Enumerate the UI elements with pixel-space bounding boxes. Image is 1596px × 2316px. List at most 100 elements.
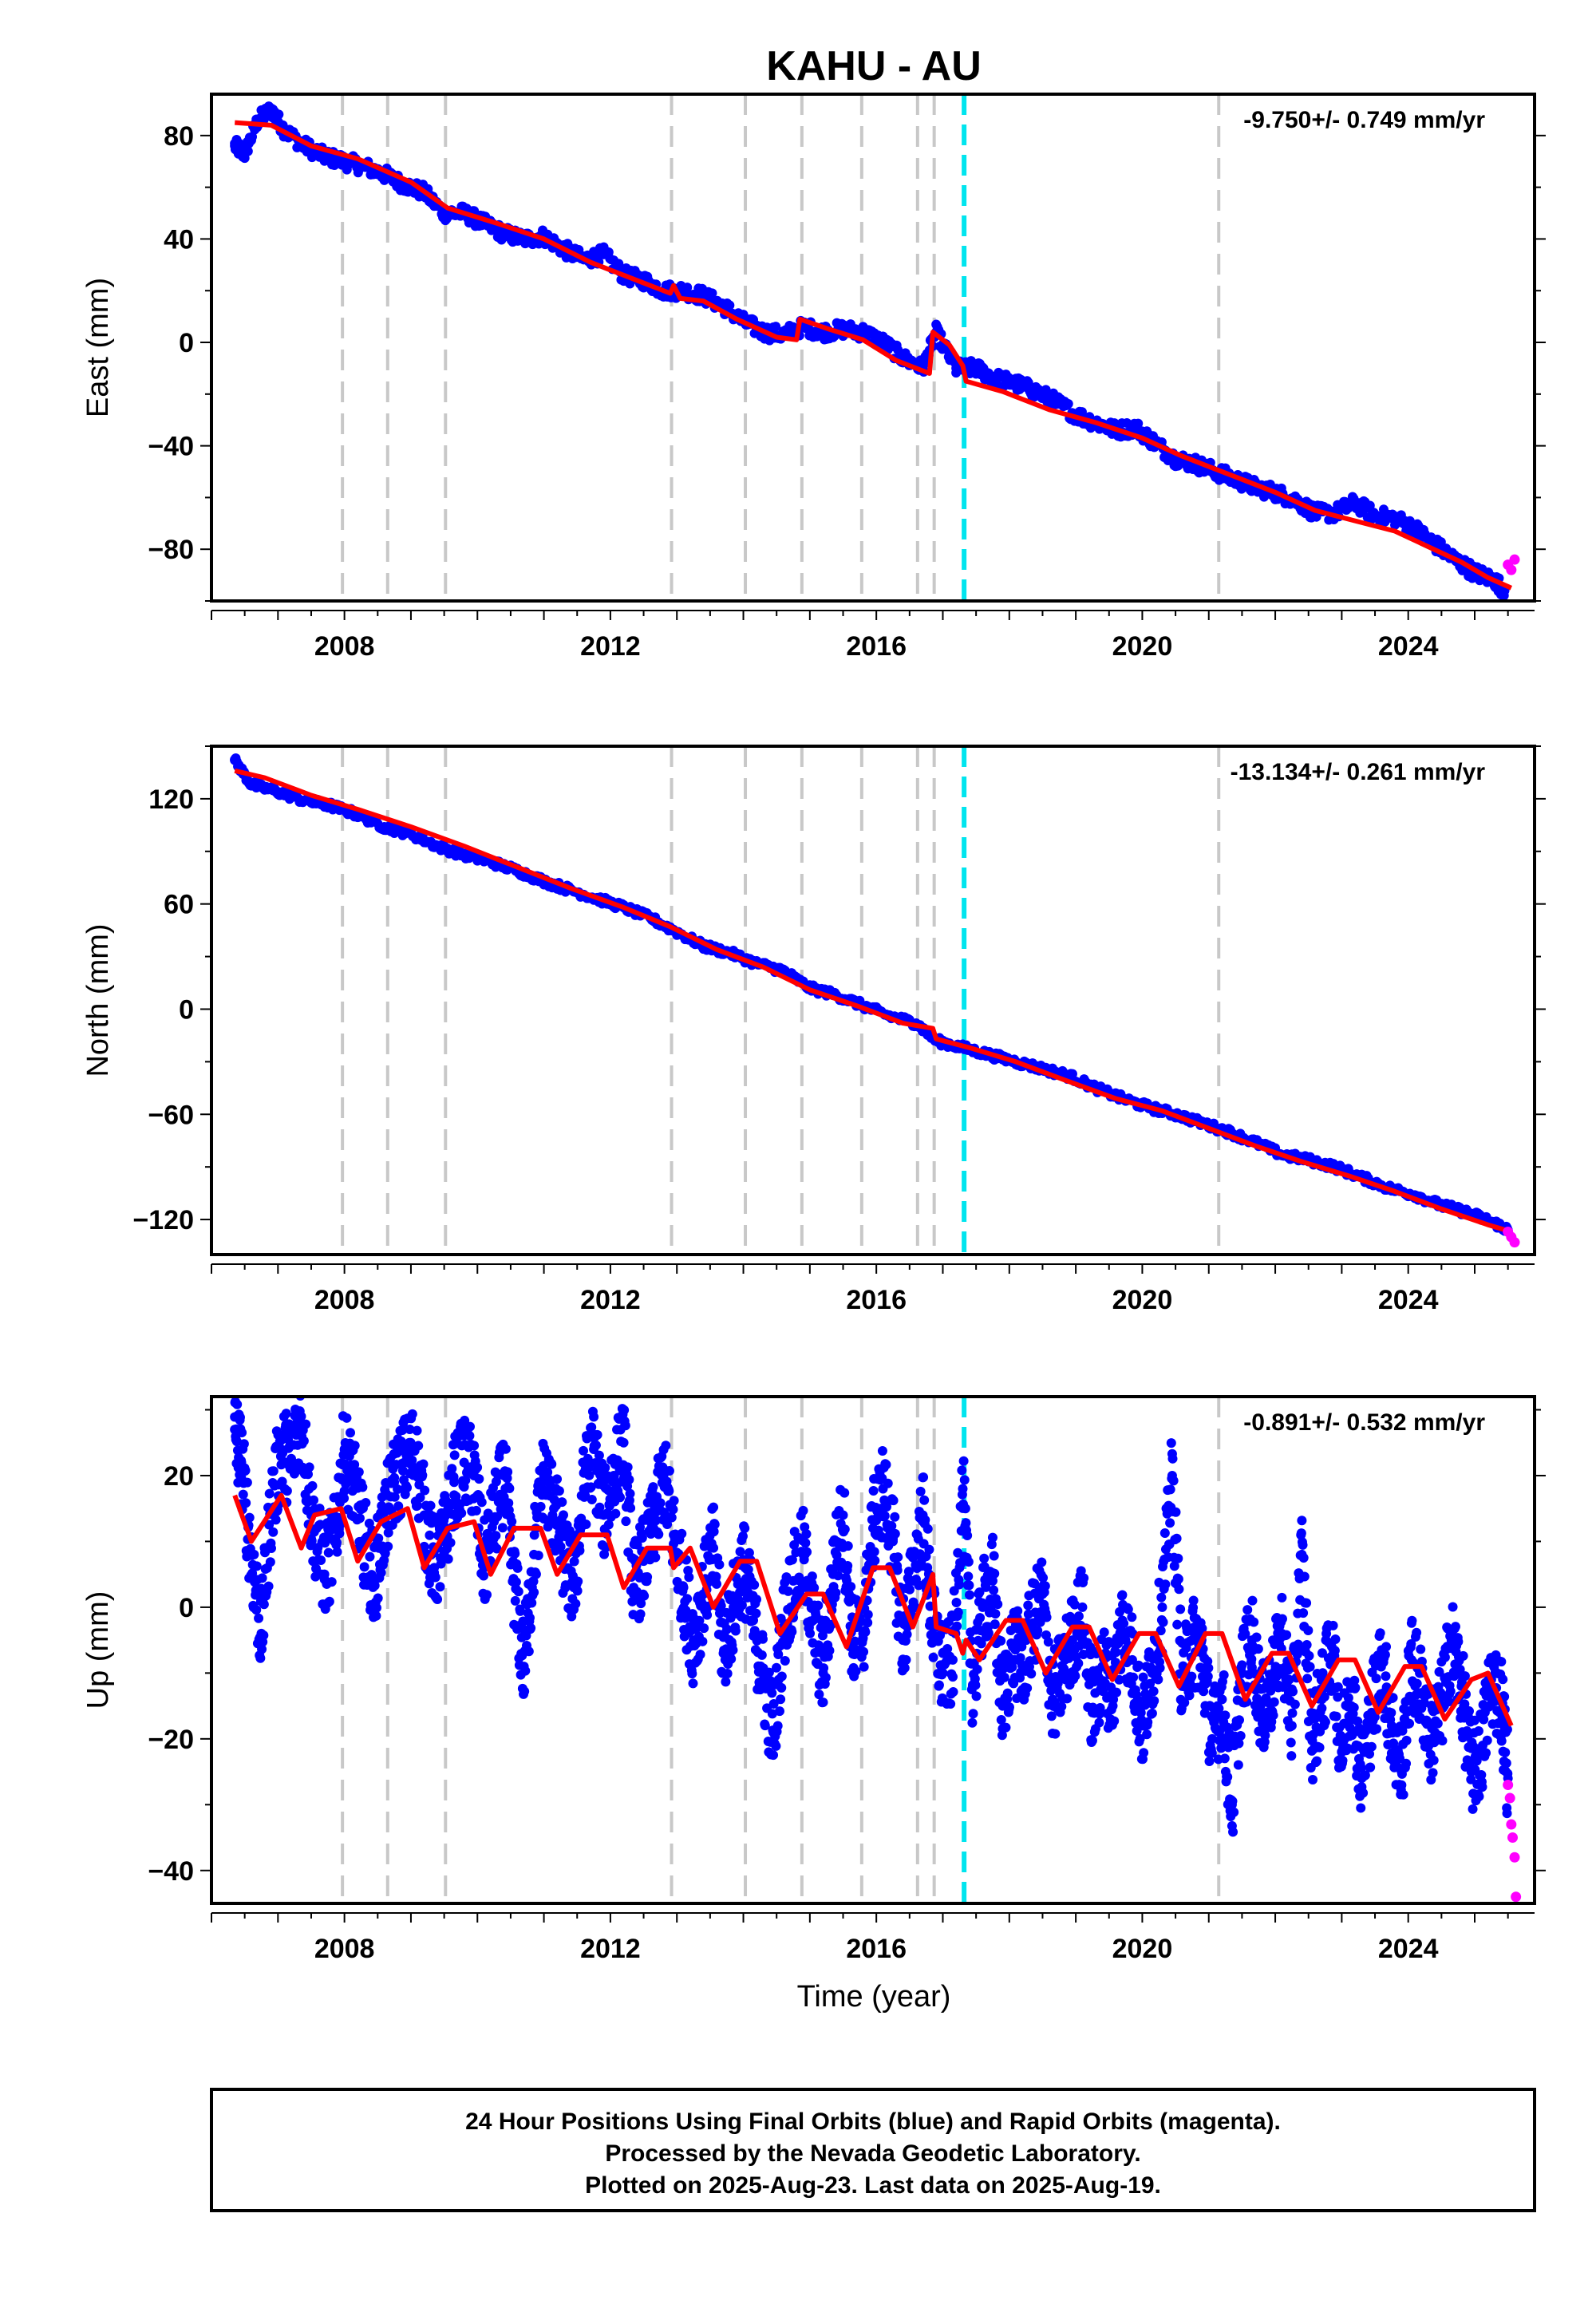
- up-final-orbit-point: [1219, 1753, 1230, 1764]
- up-final-orbit-point: [491, 1531, 501, 1541]
- up-final-orbit-point: [952, 1621, 962, 1631]
- up-final-orbit-point: [555, 1542, 566, 1552]
- north-plot-area: [211, 746, 1535, 1255]
- up-final-orbit-point: [863, 1610, 873, 1620]
- east-final-orbit-point: [598, 249, 609, 259]
- east-x-tick-label: 2012: [580, 631, 641, 662]
- up-final-orbit-point: [1328, 1620, 1338, 1630]
- up-final-orbit-point: [497, 1523, 508, 1533]
- up-final-orbit-point: [1304, 1650, 1314, 1661]
- up-final-orbit-point: [1040, 1581, 1050, 1591]
- up-final-orbit-point: [1155, 1663, 1165, 1674]
- up-final-orbit-point: [773, 1649, 784, 1659]
- up-final-orbit-point: [1240, 1629, 1250, 1639]
- up-final-orbit-point: [265, 1557, 275, 1567]
- up-final-orbit-point: [263, 1581, 274, 1591]
- up-final-orbit-point: [959, 1475, 970, 1485]
- up-final-orbit-point: [1317, 1648, 1327, 1658]
- up-final-orbit-point: [376, 1567, 386, 1578]
- up-final-orbit-point: [579, 1445, 589, 1456]
- east-final-orbit-point: [1350, 497, 1361, 508]
- up-final-orbit-point: [722, 1668, 733, 1678]
- up-final-orbit-point: [1235, 1730, 1246, 1741]
- up-final-orbit-point: [479, 1571, 489, 1581]
- up-final-orbit-point: [687, 1669, 697, 1679]
- up-final-orbit-point: [1148, 1686, 1159, 1697]
- up-final-orbit-point: [369, 1575, 380, 1586]
- east-model-fit-line: [234, 120, 1513, 591]
- up-final-orbit-point: [1365, 1749, 1375, 1759]
- up-final-orbit-point: [744, 1547, 754, 1558]
- up-final-orbit-point: [946, 1699, 956, 1709]
- up-final-orbit-point: [350, 1441, 360, 1451]
- up-final-orbit-point: [1229, 1807, 1239, 1817]
- up-marks: [230, 1397, 1522, 1903]
- up-final-orbit-point: [983, 1628, 994, 1638]
- up-final-orbit-point: [1234, 1738, 1244, 1749]
- up-final-orbit-point: [1448, 1602, 1458, 1612]
- up-final-orbit-point: [809, 1583, 820, 1593]
- up-final-orbit-point: [523, 1646, 534, 1657]
- up-final-orbit-point: [1331, 1711, 1341, 1721]
- up-final-orbit-point: [635, 1609, 646, 1619]
- up-final-orbit-point: [1046, 1711, 1057, 1721]
- up-final-orbit-point: [251, 1561, 262, 1571]
- up-final-orbit-point: [298, 1436, 309, 1446]
- up-final-orbit-point: [1207, 1748, 1217, 1758]
- north-model-fit-line: [234, 768, 1512, 1235]
- up-final-orbit-point: [922, 1524, 933, 1534]
- up-final-orbit-point: [259, 1599, 269, 1610]
- up-final-orbit-point: [934, 1680, 944, 1690]
- up-final-orbit-point: [1171, 1533, 1182, 1543]
- up-final-orbit-point: [1173, 1553, 1183, 1563]
- up-final-orbit-point: [1277, 1614, 1287, 1624]
- east-final-orbit-point: [1011, 378, 1021, 389]
- up-final-orbit-point: [1502, 1808, 1512, 1819]
- up-final-orbit-point: [524, 1613, 535, 1623]
- east-final-orbit-point: [319, 151, 330, 161]
- east-final-orbit-point: [698, 290, 709, 301]
- up-final-orbit-point: [254, 1613, 264, 1623]
- up-final-orbit-point: [1474, 1792, 1484, 1802]
- up-final-orbit-point: [301, 1419, 311, 1429]
- up-final-orbit-point: [979, 1553, 990, 1563]
- up-final-orbit-point: [554, 1486, 564, 1496]
- east-final-orbit-point: [1063, 399, 1073, 409]
- up-final-orbit-point: [901, 1654, 911, 1665]
- up-final-orbit-point: [1069, 1599, 1080, 1610]
- up-final-orbit-point: [268, 1527, 279, 1537]
- up-final-orbit-point: [1333, 1682, 1343, 1692]
- up-final-orbit-point: [1302, 1674, 1313, 1684]
- east-final-orbit-point: [1003, 372, 1013, 382]
- east-final-orbit-point: [1031, 386, 1041, 397]
- up-final-orbit-point: [1166, 1438, 1176, 1448]
- up-final-orbit-point: [869, 1547, 879, 1557]
- up-final-orbit-point: [266, 1543, 276, 1554]
- up-final-orbit-point: [1358, 1788, 1369, 1798]
- up-final-orbit-point: [1343, 1693, 1353, 1703]
- north-final-orbit-point: [299, 796, 310, 806]
- up-final-orbit-point: [767, 1709, 777, 1719]
- east-rapid-orbit-point: [1506, 564, 1517, 575]
- up-final-orbit-point: [1138, 1672, 1148, 1682]
- up-final-orbit-point: [255, 1653, 266, 1663]
- north-final-orbit-point: [379, 822, 389, 832]
- up-final-orbit-point: [354, 1467, 364, 1477]
- up-final-orbit-point: [890, 1528, 900, 1539]
- up-final-orbit-point: [264, 1520, 275, 1530]
- up-final-orbit-point: [942, 1644, 953, 1654]
- up-final-orbit-point: [559, 1510, 569, 1520]
- north-frame: [210, 745, 1536, 1256]
- up-final-orbit-point: [749, 1579, 760, 1590]
- up-final-orbit-point: [1428, 1768, 1438, 1778]
- up-final-orbit-point: [1136, 1708, 1146, 1718]
- up-final-orbit-point: [464, 1431, 475, 1441]
- up-final-orbit-point: [722, 1624, 733, 1634]
- up-final-orbit-point: [407, 1409, 417, 1419]
- up-final-orbit-point: [383, 1541, 393, 1551]
- up-final-orbit-point: [714, 1559, 725, 1570]
- up-final-orbit-point: [726, 1654, 737, 1664]
- up-final-orbit-point: [1356, 1803, 1366, 1813]
- up-final-orbit-point: [637, 1532, 647, 1543]
- up-final-orbit-point: [1356, 1763, 1366, 1773]
